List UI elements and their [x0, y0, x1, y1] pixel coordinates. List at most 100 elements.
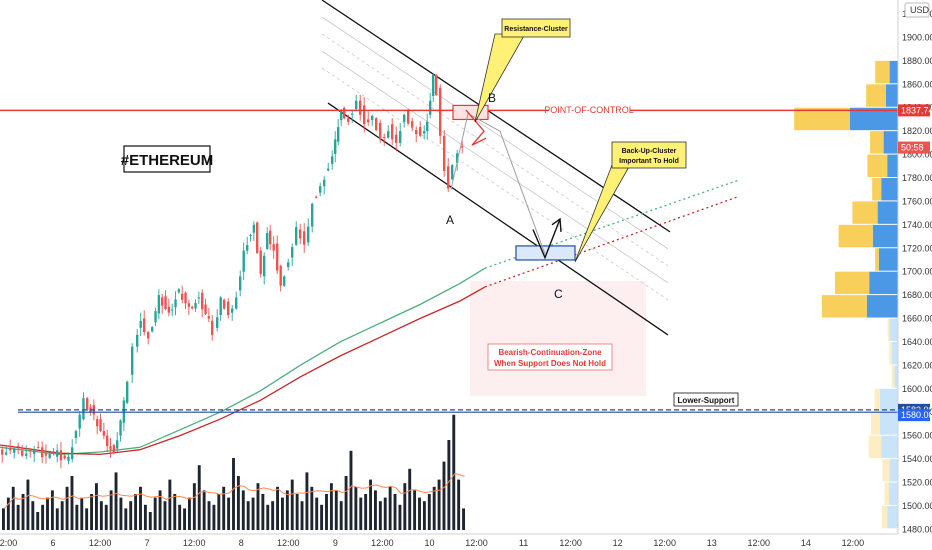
volume-bar: [163, 501, 167, 530]
y-tick-label: 1760.00: [902, 196, 932, 206]
channel-inner-line: [321, 50, 669, 284]
candle-body: [109, 446, 112, 450]
volume-bar: [70, 476, 74, 530]
candle-body: [407, 110, 410, 124]
volume-bar: [188, 497, 191, 530]
volume-bar: [418, 497, 421, 530]
volume-bar: [207, 501, 211, 530]
volume-bar: [197, 465, 201, 530]
x-tick-label: 12:00: [371, 538, 394, 548]
volume-bar: [158, 490, 162, 530]
y-tick-label: 1820.00: [902, 126, 932, 136]
x-tick-label: 12:00: [465, 538, 488, 548]
volume-bar: [403, 483, 407, 530]
candle-body: [216, 317, 219, 328]
volume-bar: [60, 501, 64, 530]
candle-body: [71, 447, 74, 460]
x-tick-label: 7: [145, 538, 150, 548]
volume-bar: [6, 497, 10, 530]
candle-body: [139, 320, 142, 328]
volume-bar: [437, 479, 441, 530]
poc-label: POINT-OF-CONTROL: [544, 105, 634, 115]
profile-bar-blue: [880, 388, 898, 412]
candle-body: [227, 301, 230, 316]
volume-bar: [427, 494, 431, 530]
backup-label-line2: Important To Hold: [619, 158, 679, 165]
volume-bar: [256, 483, 260, 530]
candle-body: [74, 430, 78, 438]
volume-bar: [55, 508, 59, 530]
volume-bar: [432, 486, 436, 530]
volume-bar: [339, 501, 343, 530]
profile-bar-blue: [881, 178, 898, 201]
volume-bar: [217, 494, 221, 530]
candle-body: [154, 311, 157, 323]
candle-body: [131, 346, 134, 375]
symbol-title: #ETHEREUM: [121, 152, 214, 169]
volume-bar: [393, 494, 397, 530]
candle-body: [340, 110, 343, 121]
ma-red-line: [0, 286, 486, 456]
volume-bar: [36, 512, 40, 530]
candle-body: [269, 230, 272, 245]
volume-bar: [413, 490, 417, 530]
volume-bar: [168, 479, 172, 530]
bounce-arrow: [532, 218, 561, 260]
candle-body: [223, 299, 226, 309]
profile-bar-blue: [887, 505, 898, 529]
x-tick-label: 8: [239, 538, 244, 548]
volume-bar: [85, 508, 89, 530]
volume-bar: [369, 479, 372, 530]
lower-support-label: Lower-Support: [678, 396, 735, 405]
currency-label: USD: [910, 5, 930, 15]
candle-body: [41, 447, 44, 458]
volume-bar: [442, 461, 446, 530]
candle-body: [67, 456, 70, 461]
x-tick-label: 6: [51, 538, 56, 548]
volume-bar: [31, 501, 35, 530]
candle-body: [177, 289, 181, 293]
candle-body: [291, 247, 294, 258]
profile-bar-blue: [894, 365, 898, 388]
candle-body: [242, 250, 245, 272]
volume-bar: [266, 504, 270, 530]
candle-body: [323, 179, 326, 187]
profile-bar-yellow: [875, 248, 879, 271]
candle-body: [287, 262, 290, 267]
profile-bar-yellow: [821, 295, 867, 318]
candle-body: [419, 127, 422, 136]
wave-label-c: C: [554, 287, 563, 301]
y-tick-label: 1480.00: [902, 524, 932, 534]
candle-body: [299, 229, 302, 239]
channel-inner-line: [321, 16, 669, 250]
candle-body: [395, 134, 398, 143]
candle-body: [33, 449, 36, 454]
profile-bar-yellow: [882, 459, 890, 482]
candle-body: [9, 447, 12, 451]
candle-body: [246, 245, 249, 251]
volume-bar: [119, 497, 123, 530]
volume-bar: [227, 497, 231, 530]
candle-body: [44, 452, 48, 456]
candle-body: [461, 146, 464, 148]
profile-bar-blue: [872, 224, 898, 248]
candle-body: [426, 121, 429, 132]
candle-body: [112, 445, 116, 454]
x-tick-label: 12:00: [89, 538, 112, 548]
candle-body: [432, 74, 435, 97]
profile-bar-yellow: [872, 178, 882, 201]
candle-body: [235, 297, 238, 309]
backup-callout-box: [611, 141, 687, 169]
profile-bar-blue: [877, 201, 898, 224]
volume-bar: [241, 490, 245, 530]
candle-body: [359, 100, 362, 115]
volume-bar: [344, 476, 348, 530]
candle-body: [327, 168, 330, 171]
volume-bar: [192, 483, 196, 530]
profile-bar-blue: [889, 459, 898, 482]
candle-body: [119, 420, 122, 436]
candle-body: [151, 327, 154, 332]
profile-bar-blue: [850, 107, 898, 131]
y-tick-label: 1680.00: [902, 290, 932, 300]
